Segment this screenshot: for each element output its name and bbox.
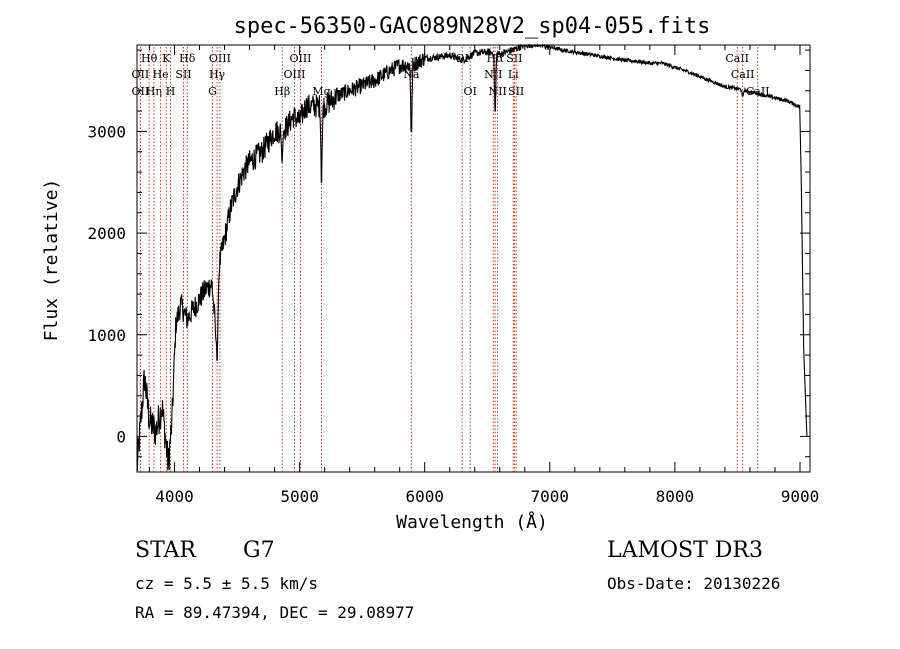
line-marker-label: NII [488,85,506,98]
line-marker-label: OIII [209,52,231,65]
chart-title: spec-56350-GAC089N28V2_sp04-055.fits [234,14,711,39]
line-marker-label: OI [464,85,477,98]
line-marker-label: OII [132,68,150,81]
x-tick-label: 9000 [781,487,820,506]
line-marker-label: OIII [283,68,305,81]
line-marker-label: SII [508,85,524,98]
line-marker-label: K [162,52,171,65]
line-marker-label: Mg [312,85,330,98]
axis-ticks: 4000 5000 6000 7000 8000 9000 0 1000 2000 3000 [87,45,819,506]
y-axis-label: Flux (relative) [41,179,62,342]
line-marker-label: Li [508,68,519,81]
x-tick-label: 6000 [405,487,444,506]
line-marker-label: Hδ [179,52,196,65]
object-class: STAR [135,538,196,563]
line-marker-label: Na [403,68,420,81]
plot-frame [136,44,811,473]
line-marker-label: G [208,85,217,98]
line-marker-label: Hθ [141,52,158,65]
line-marker-label: CaII [731,68,755,81]
line-marker-label: He [153,68,169,81]
y-tick-label: 2000 [87,224,126,243]
line-marker-label: Hβ [274,85,290,98]
redshift-text: cz = 5.5 ± 5.5 km/s [135,574,319,593]
line-marker-label: OII [132,85,150,98]
line-marker-label: SII [175,68,191,81]
x-tick-label: 5000 [280,487,319,506]
x-axis-label: Wavelength (Å) [396,511,548,533]
y-tick-label: 0 [116,427,126,446]
line-marker-label: Hη [146,85,162,98]
y-tick-label: 3000 [87,122,126,141]
spectrum-line [136,42,808,471]
line-marker-label: H [166,85,176,98]
line-marker-label: Hα [487,52,505,65]
line-marker-label: NII [484,68,502,81]
line-marker-label: SII [506,52,522,65]
obs-date: Obs-Date: 20130226 [607,574,781,593]
y-tick-label: 1000 [87,326,126,345]
survey-name: LAMOST DR3 [607,538,763,563]
line-marker-label: OIII [289,52,311,65]
line-marker-label: Hγ [209,68,226,81]
x-tick-label: 8000 [656,487,695,506]
line-marker-label: CaII [725,52,749,65]
x-tick-label: 7000 [531,487,570,506]
coordinates-text: RA = 89.47394, DEC = 29.08977 [135,603,415,622]
spectral-subclass: G7 [243,538,275,563]
x-tick-label: 4000 [155,487,194,506]
